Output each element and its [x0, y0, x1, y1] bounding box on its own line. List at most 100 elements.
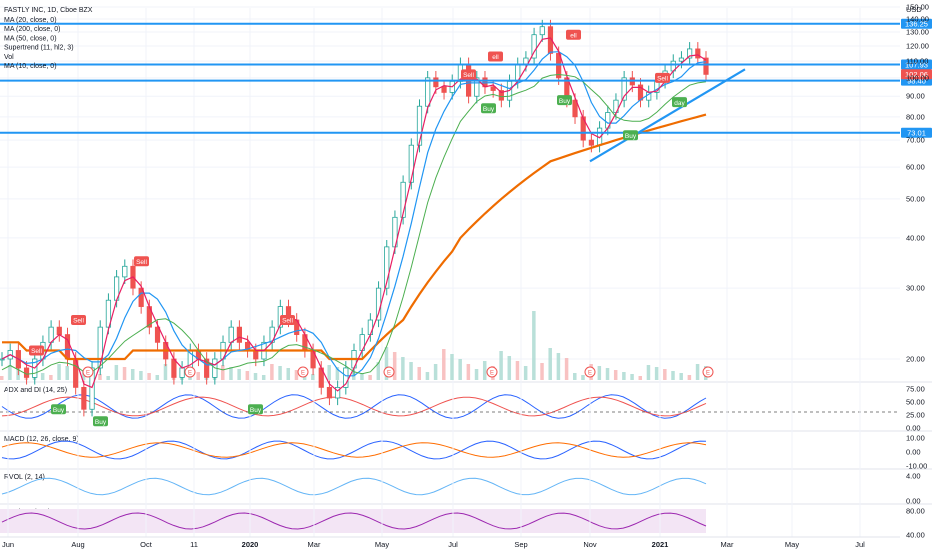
signal-label: Buy [95, 419, 107, 426]
volume-bar [564, 358, 569, 380]
volume-bar [663, 369, 667, 380]
candle-body [253, 350, 259, 360]
volume-bar [196, 372, 200, 380]
candle-body [433, 77, 439, 88]
panel-tick-label: 40.00 [906, 531, 925, 540]
buy-signal [672, 97, 687, 108]
x-tick-label: Jun [2, 540, 14, 549]
volume-bar [376, 362, 381, 380]
candle-body [81, 386, 87, 410]
volume-bar [605, 368, 610, 380]
panel-tick-label: 75.00 [906, 385, 925, 394]
volume-bar [433, 364, 438, 380]
earnings-label: E [387, 371, 391, 377]
signal-label: Sell [31, 348, 42, 355]
candle-body [228, 326, 234, 343]
level-label: 98.40 [907, 76, 926, 85]
volume-bar [311, 374, 315, 380]
legend-item: Supertrend (11, hl2, 3) [4, 45, 74, 52]
candle-body [531, 34, 537, 59]
volume-bar [57, 364, 61, 380]
volume-bar [458, 359, 462, 380]
signal-label: Sell [463, 72, 474, 79]
legend-item: MA (20, close, 0) [4, 17, 57, 24]
ma10-line [1, 37, 707, 392]
panel-label: ADX and DI (14, 25) [4, 387, 67, 394]
volume-bar [442, 349, 446, 380]
signal-label: Buy [53, 407, 65, 414]
currency-label: USD [906, 5, 922, 14]
panel-line [1, 396, 707, 417]
candle-body [572, 99, 578, 118]
volume-bar [286, 368, 291, 380]
level-badge [901, 18, 932, 29]
volume-bar [270, 364, 274, 380]
volume-bar [8, 365, 12, 380]
buy-signal [51, 404, 66, 415]
volume-bar [49, 375, 53, 380]
volume-bar [98, 374, 102, 380]
volume-bar [515, 361, 520, 380]
buy-signal [623, 130, 638, 141]
volume-bar [294, 370, 299, 380]
volume-bar [466, 364, 471, 380]
volume-bar [139, 371, 143, 380]
candle-body [547, 26, 554, 54]
volume-bar [507, 356, 512, 380]
volume-bar [695, 364, 700, 380]
signal-label: day [674, 100, 685, 107]
price-tick-label: 130.00 [906, 27, 929, 36]
volume-bar [65, 366, 69, 380]
sell-signal [134, 256, 149, 267]
earnings-marker [82, 366, 94, 378]
x-tick-label: Sep [514, 540, 527, 549]
volume-bar [613, 370, 618, 380]
price-tick-label: 40.00 [906, 233, 925, 242]
volume-bar [229, 367, 233, 380]
volume-bar [122, 367, 127, 380]
candle-body [703, 57, 709, 75]
volume-bar [0, 376, 4, 380]
rsi-band [0, 509, 706, 533]
sell-signal [655, 72, 670, 83]
candle-body [425, 77, 431, 107]
earnings-marker [702, 366, 714, 378]
price-tick-label: 20.00 [906, 355, 925, 364]
x-tick-label: Aug [71, 540, 84, 549]
panel-tick-label: -10.00 [906, 462, 927, 471]
earnings-marker [297, 366, 309, 378]
candle-body [621, 77, 627, 101]
volume-bar [532, 311, 536, 380]
volume-bar [482, 361, 487, 380]
candle-body [171, 358, 177, 378]
sell-signal [71, 315, 86, 326]
volume-bar [106, 376, 110, 380]
level-badge [901, 127, 932, 138]
legend-item: Vol [4, 54, 14, 61]
current-price-label: 102.06 [905, 70, 928, 79]
candle-body [326, 386, 333, 399]
buy-signal [481, 103, 496, 114]
volume-bar [556, 353, 561, 380]
sell-signal [461, 69, 476, 80]
candle-body [335, 386, 341, 399]
volume-bar [368, 375, 372, 380]
candle-body [89, 367, 95, 410]
ma20-line [1, 51, 707, 377]
candle-body [441, 86, 447, 93]
sell-signal [29, 345, 44, 356]
current-price-badge [901, 69, 932, 80]
volume-bar [401, 357, 405, 380]
volume-bar [40, 373, 45, 380]
legend-item: MA (50, close, 0) [4, 35, 57, 42]
buy-signal [557, 95, 572, 106]
candle-body [23, 367, 30, 378]
x-tick-label: May [785, 540, 799, 549]
signal-label: ell [492, 54, 499, 61]
candle-body [400, 181, 406, 218]
volume-bar [425, 372, 430, 380]
volume-bar [163, 364, 168, 380]
signal-label: Buy [625, 133, 637, 140]
chart-title: FASTLY INC, 1D, Cboe BZX [4, 7, 93, 14]
price-tick-label: 100.00 [906, 73, 929, 82]
